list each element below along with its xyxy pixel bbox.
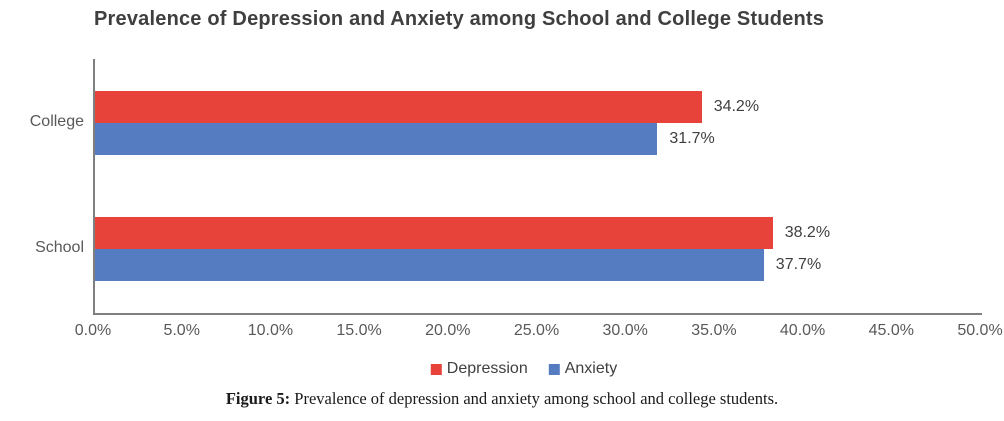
- x-tick-150: 15.0%: [336, 322, 382, 339]
- legend-label-depression: Depression: [446, 360, 528, 377]
- value-label-college-depression: 34.2%: [713, 98, 760, 115]
- plot-area: 34.2% 31.7% 38.2% 37.7%: [93, 59, 982, 315]
- value-label-school-anxiety: 37.7%: [775, 256, 822, 273]
- figure-caption-prefix: Figure 5:: [225, 389, 291, 408]
- x-tick-50: 5.0%: [163, 322, 200, 339]
- x-tick-250: 25.0%: [513, 322, 560, 339]
- chart-title: Prevalence of Depression and Anxiety amo…: [94, 8, 825, 30]
- value-label-college-anxiety: 31.7%: [669, 130, 715, 147]
- x-tick-350: 35.0%: [691, 322, 737, 339]
- x-tick-100: 10.0%: [247, 322, 294, 339]
- figure-caption-text: Prevalence of depression and anxiety amo…: [290, 389, 779, 408]
- legend-swatch-depression: [430, 363, 442, 375]
- figure-caption: Figure 5: Prevalence of depression and a…: [0, 389, 1004, 409]
- x-tick-400: 40.0%: [779, 322, 826, 339]
- bar-school-anxiety: [95, 249, 764, 281]
- legend-item-depression: Depression: [430, 360, 528, 378]
- legend-item-anxiety: Anxiety: [548, 360, 618, 378]
- category-label-college: College: [29, 113, 84, 130]
- x-tick-200: 20.0%: [425, 322, 471, 339]
- bar-school-depression: [95, 217, 773, 249]
- legend: Depression Anxiety: [430, 360, 618, 378]
- bar-college-anxiety: [95, 123, 658, 155]
- value-label-school-depression: 38.2%: [784, 224, 831, 241]
- x-tick-300: 30.0%: [602, 322, 648, 339]
- category-label-school: School: [35, 239, 84, 256]
- bar-college-depression: [95, 91, 702, 123]
- x-tick-450: 45.0%: [868, 322, 914, 339]
- x-tick-500: 50.0%: [957, 322, 1003, 339]
- x-tick-00: 0.0%: [74, 322, 112, 339]
- legend-label-anxiety: Anxiety: [564, 360, 618, 377]
- legend-swatch-anxiety: [548, 363, 560, 375]
